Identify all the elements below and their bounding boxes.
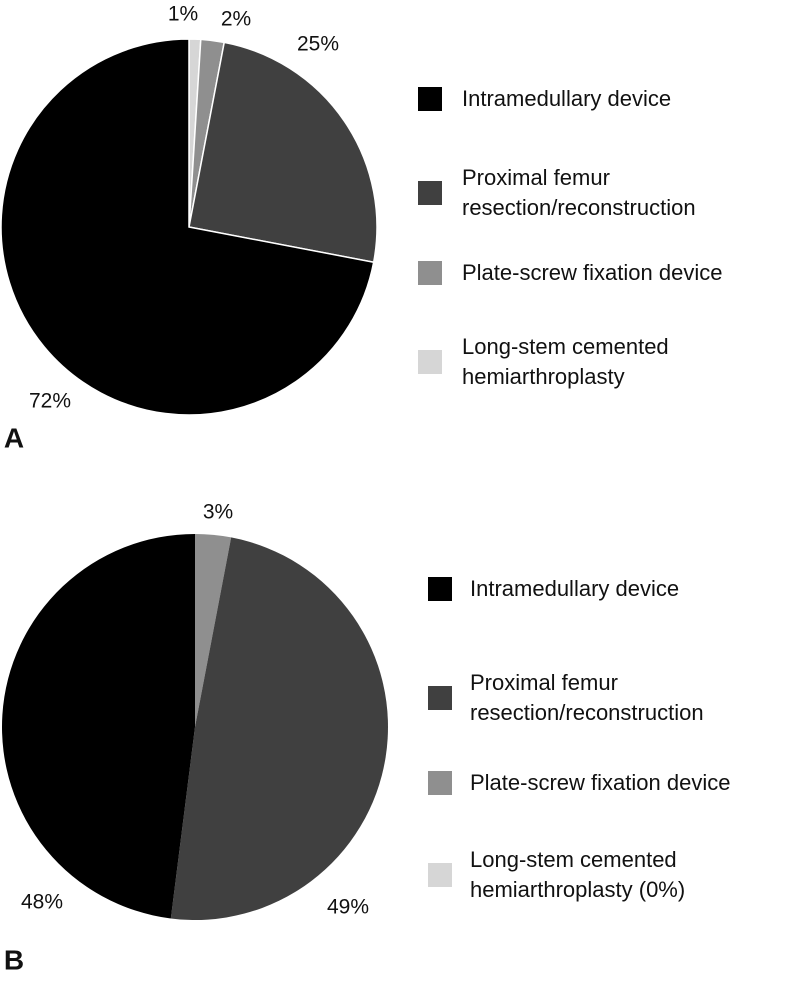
pie-slice <box>1 534 196 919</box>
legend-label: Long-stem cemented hemiarthroplasty <box>462 334 669 389</box>
pie-slice <box>0 38 375 416</box>
legend-swatch <box>418 350 442 374</box>
slice-label: 1% <box>168 3 198 26</box>
slice-label: 25% <box>297 33 339 56</box>
slice-label: 2% <box>221 8 251 31</box>
legend-swatch <box>428 686 452 710</box>
slice-label: 49% <box>327 896 369 919</box>
legend-swatch <box>428 771 452 795</box>
pie-slice <box>170 537 388 920</box>
legend-swatch <box>428 863 452 887</box>
slice-label: 3% <box>203 501 233 524</box>
slice-label: 72% <box>29 390 71 413</box>
legend-label: Plate-screw fixation device <box>462 260 723 285</box>
legend-swatch <box>418 261 442 285</box>
slice-label: 48% <box>21 891 63 914</box>
legend-label: Intramedullary device <box>462 86 672 111</box>
pie-slice <box>195 534 232 727</box>
legend-label: Long-stem cemented hemiarthroplasty (0%) <box>470 847 686 902</box>
legend-swatch <box>418 87 442 111</box>
panel-label: A <box>4 422 24 453</box>
legend-label: Proximal femur resection/reconstruction <box>462 165 696 220</box>
panel-label: B <box>4 944 24 975</box>
pie-slice <box>188 41 378 264</box>
legend-label: Intramedullary device <box>470 576 680 601</box>
legend-label: Proximal femur resection/reconstruction <box>470 670 704 725</box>
legend-swatch <box>418 181 442 205</box>
legend-swatch <box>428 577 452 601</box>
legend-label: Plate-screw fixation device <box>470 770 731 795</box>
